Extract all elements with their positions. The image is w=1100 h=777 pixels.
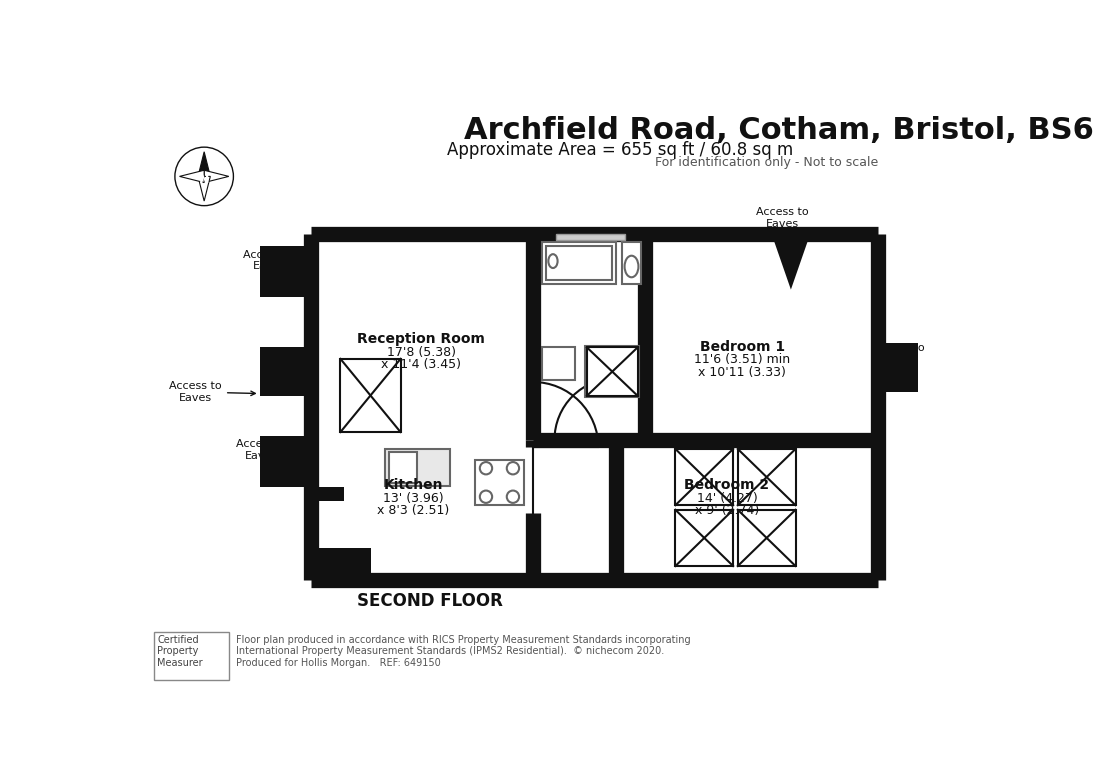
Circle shape	[507, 490, 519, 503]
Bar	[542, 347, 575, 380]
Text: Access to
Eaves: Access to Eaves	[756, 207, 808, 235]
Bar	[546, 246, 613, 280]
Text: x 10'11 (3.33): x 10'11 (3.33)	[698, 366, 786, 379]
Polygon shape	[311, 487, 344, 501]
Bar	[475, 460, 524, 505]
Bar	[675, 510, 733, 566]
Text: Access to
Eaves: Access to Eaves	[169, 382, 255, 402]
Text: 13' (3.96): 13' (3.96)	[383, 492, 444, 505]
Circle shape	[507, 462, 519, 475]
Circle shape	[480, 462, 492, 475]
Text: Floor plan produced in accordance with RICS Property Measurement Standards incor: Floor plan produced in accordance with R…	[236, 635, 691, 667]
Polygon shape	[772, 234, 810, 290]
Bar	[389, 452, 418, 483]
Text: 14' (4.27): 14' (4.27)	[696, 492, 758, 505]
Bar	[738, 449, 795, 505]
Text: Approximate Area = 655 sq ft / 60.8 sq m: Approximate Area = 655 sq ft / 60.8 sq m	[447, 141, 793, 159]
Text: x 9' (2.74): x 9' (2.74)	[695, 504, 759, 517]
Circle shape	[480, 490, 492, 503]
Polygon shape	[260, 246, 311, 298]
Text: Bedroom 1: Bedroom 1	[700, 340, 785, 354]
Text: Certified
Property
Measurer: Certified Property Measurer	[157, 635, 202, 667]
Text: 11'6 (3.51) min: 11'6 (3.51) min	[694, 354, 791, 367]
Bar	[585, 346, 639, 397]
Polygon shape	[205, 170, 229, 183]
Bar	[880, 347, 914, 388]
Text: For identification only - Not to scale: For identification only - Not to scale	[654, 156, 878, 169]
Polygon shape	[878, 343, 917, 392]
Bar	[385, 449, 450, 486]
Text: Archfield Road, Cotham, Bristol, BS6: Archfield Road, Cotham, Bristol, BS6	[464, 117, 1094, 145]
Text: Reception Room: Reception Room	[358, 332, 485, 346]
Bar	[556, 234, 625, 239]
Bar	[675, 449, 733, 505]
Bar	[154, 632, 229, 680]
Polygon shape	[198, 152, 210, 176]
Text: 17'8 (5.38): 17'8 (5.38)	[387, 346, 455, 359]
Text: Access to
Eaves: Access to Eaves	[872, 343, 925, 364]
Text: x 11'4 (3.45): x 11'4 (3.45)	[382, 358, 461, 371]
Polygon shape	[311, 548, 372, 580]
Text: Access to
Eaves: Access to Eaves	[243, 249, 297, 276]
Ellipse shape	[625, 256, 638, 277]
Text: x 8'3 (2.51): x 8'3 (2.51)	[377, 504, 450, 517]
Bar	[311, 509, 372, 548]
Bar	[587, 347, 638, 395]
Bar	[341, 359, 400, 432]
Polygon shape	[179, 170, 205, 183]
Bar	[311, 234, 878, 580]
Bar	[738, 510, 795, 566]
Bar	[542, 242, 616, 284]
Text: Kitchen: Kitchen	[384, 478, 443, 493]
Bar	[623, 242, 640, 284]
Text: Access to
Eaves: Access to Eaves	[235, 439, 296, 461]
Text: SECOND FLOOR: SECOND FLOOR	[358, 592, 504, 610]
Polygon shape	[260, 347, 311, 395]
Ellipse shape	[548, 254, 558, 268]
Text: N: N	[199, 173, 209, 186]
Polygon shape	[198, 176, 210, 201]
Text: Bedroom 2: Bedroom 2	[684, 478, 770, 493]
Bar	[776, 234, 806, 284]
Polygon shape	[260, 436, 311, 487]
